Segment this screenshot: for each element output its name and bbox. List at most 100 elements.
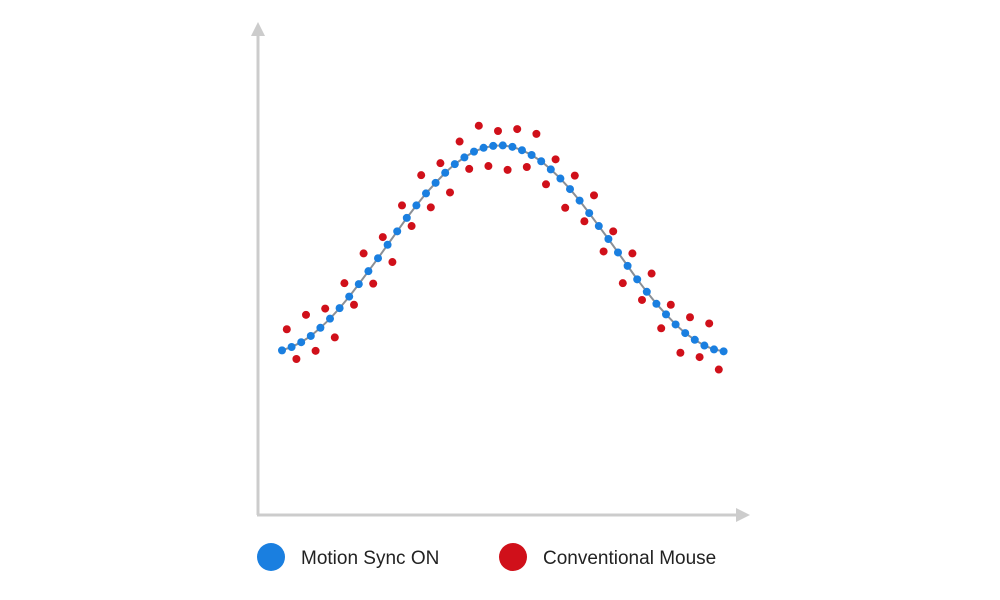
data-point-conventional-mouse [647,269,656,278]
data-point-conventional-mouse [561,203,570,212]
data-point-motion-sync-on [604,235,613,243]
data-point-motion-sync-on [508,142,517,151]
data-point-conventional-mouse [340,279,349,288]
data-point-motion-sync-on [383,240,392,249]
data-point-motion-sync-on [306,331,315,340]
data-point-motion-sync-on [431,178,440,187]
data-point-conventional-mouse [666,300,675,309]
data-point-motion-sync-on [614,248,622,257]
data-point-motion-sync-on [287,343,296,351]
data-point-conventional-mouse [321,304,330,313]
data-point-motion-sync-on [489,141,498,150]
data-point-motion-sync-on [527,151,536,159]
data-point-motion-sync-on [662,310,670,319]
data-point-motion-sync-on [393,227,402,236]
data-point-conventional-mouse [542,180,550,189]
data-point-motion-sync-on [671,320,680,329]
data-point-conventional-mouse [628,249,637,258]
data-point-conventional-mouse [474,121,483,130]
data-point-motion-sync-on [316,323,325,332]
data-point-motion-sync-on [575,196,584,205]
data-point-conventional-mouse [580,217,589,226]
data-point-motion-sync-on [537,157,546,166]
data-point-motion-sync-on [518,146,526,155]
data-point-conventional-mouse [455,137,464,146]
series-motion-sync-on [278,141,728,356]
data-point-conventional-mouse [494,127,502,135]
data-point-conventional-mouse [551,155,560,164]
data-point-conventional-mouse [657,324,666,333]
data-point-conventional-mouse [407,222,416,231]
data-point-conventional-mouse [417,171,426,180]
data-point-motion-sync-on [498,141,507,150]
data-point-motion-sync-on [546,165,555,174]
data-point-conventional-mouse [532,129,541,138]
legend: Motion Sync ON Conventional Mouse [257,543,716,571]
legend-label-motion-sync: Motion Sync ON [301,548,439,569]
data-point-motion-sync-on [297,338,306,347]
data-point-conventional-mouse [714,365,723,374]
data-point-conventional-mouse [503,165,512,174]
data-point-motion-sync-on [374,254,382,263]
data-point-conventional-mouse [484,162,493,171]
data-point-conventional-mouse [638,295,646,304]
data-point-conventional-mouse [330,333,339,342]
data-point-conventional-mouse [378,233,387,242]
data-point-motion-sync-on [623,261,632,270]
data-point-motion-sync-on [479,143,488,152]
data-point-motion-sync-on [354,280,363,289]
data-point-motion-sync-on [585,209,594,218]
data-point-conventional-mouse [369,279,378,288]
data-point-conventional-mouse [570,171,579,180]
data-point-conventional-mouse [609,227,618,236]
legend-label-conventional-mouse: Conventional Mouse [543,548,716,569]
data-point-conventional-mouse [599,247,608,256]
data-point-conventional-mouse [398,201,406,210]
x-axis-arrow [736,508,750,522]
data-point-conventional-mouse [282,325,291,334]
data-point-motion-sync-on [345,292,354,301]
data-point-motion-sync-on [719,347,728,356]
legend-item-conventional-mouse: Conventional Mouse [499,543,716,571]
legend-marker-motion-sync [257,543,285,571]
data-point-motion-sync-on [681,329,690,338]
data-point-conventional-mouse [513,125,522,134]
data-point-conventional-mouse [676,348,685,357]
data-point-motion-sync-on [633,275,642,284]
data-point-motion-sync-on [412,201,421,210]
data-point-motion-sync-on [556,174,565,183]
data-point-conventional-mouse [359,249,368,258]
data-point-motion-sync-on [326,314,334,323]
data-point-conventional-mouse [311,346,320,355]
data-point-conventional-mouse [350,300,358,309]
data-point-motion-sync-on [470,147,478,156]
data-point-conventional-mouse [446,188,454,197]
data-point-conventional-mouse [590,191,598,200]
legend-marker-conventional-mouse [499,543,527,571]
data-point-conventional-mouse [695,353,704,362]
data-point-motion-sync-on [594,222,603,231]
series-conventional-mouse [282,121,723,374]
data-point-conventional-mouse [302,310,310,319]
data-point-motion-sync-on [652,299,661,308]
axes [251,22,750,522]
data-point-conventional-mouse [618,279,627,288]
data-point-motion-sync-on [710,345,718,354]
data-point-motion-sync-on [402,213,411,222]
data-point-conventional-mouse [465,164,474,173]
data-point-conventional-mouse [388,258,397,267]
data-point-motion-sync-on [642,287,651,296]
y-axis-arrow [251,22,265,36]
data-point-motion-sync-on [441,168,450,177]
data-point-motion-sync-on [278,346,286,355]
data-point-conventional-mouse [436,159,445,168]
data-point-motion-sync-on [700,341,709,350]
data-point-motion-sync-on [364,267,373,276]
data-point-conventional-mouse [522,163,531,171]
series-line-motion-sync-on [281,144,724,353]
data-point-motion-sync-on [690,335,699,344]
data-point-conventional-mouse [705,319,714,328]
data-point-motion-sync-on [422,189,430,198]
data-point-motion-sync-on [460,153,469,162]
